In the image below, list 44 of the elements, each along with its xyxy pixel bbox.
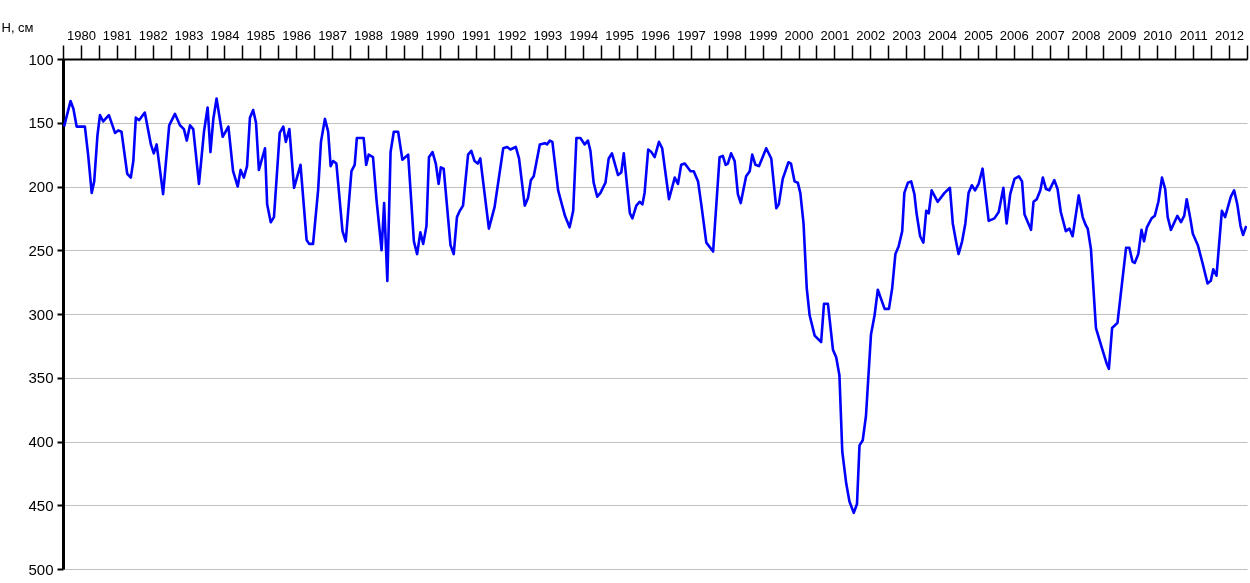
x-tick-label: 2009	[1107, 27, 1137, 43]
x-tick-label: 1983	[174, 27, 204, 43]
x-tick-label: 1982	[138, 27, 168, 43]
x-tick-label: 2011	[1179, 27, 1208, 43]
x-tick-label: 2000	[784, 27, 814, 43]
x-tick-label: 1997	[676, 27, 706, 43]
x-tick-label: 2012	[1215, 27, 1245, 43]
y-tick-label: 300	[28, 305, 54, 323]
y-tick-label: 200	[28, 178, 54, 195]
x-tick-label: 1986	[282, 27, 312, 43]
x-tick-label: 1984	[210, 27, 240, 43]
y-tick-label: 100	[28, 50, 54, 68]
x-tick-label: 1995	[605, 27, 635, 43]
x-tick-label: 2004	[928, 27, 957, 43]
x-tick-label: 2001	[820, 27, 850, 43]
x-tick-label: 1987	[318, 27, 348, 43]
x-tick-label: 1990	[425, 27, 455, 43]
x-tick-label: 1980	[66, 27, 96, 43]
y-axis-title: Н, см	[1, 19, 34, 35]
y-tick-label: 450	[28, 496, 54, 514]
x-tick-label: 1999	[748, 27, 778, 43]
x-tick-label: 1992	[497, 27, 527, 43]
x-tick-label: 2010	[1143, 27, 1173, 43]
x-tick-label: 2003	[892, 27, 922, 43]
x-tick-label: 2007	[1035, 27, 1065, 43]
x-tick-label: 1996	[641, 27, 670, 43]
x-tick-label: 1991	[461, 27, 491, 43]
x-tick-label: 1998	[712, 27, 742, 43]
x-tick-label: 2005	[963, 27, 993, 43]
x-tick-label: 1985	[246, 27, 276, 43]
x-tick-label: 1993	[533, 27, 563, 43]
line-series	[63, 97, 1247, 515]
x-tick-label: 2008	[1071, 27, 1101, 43]
x-tick-label: 1988	[354, 27, 383, 43]
y-tick-label: 500	[28, 560, 54, 578]
x-tick-label: 1989	[389, 27, 419, 43]
x-tick-label: 1994	[569, 27, 599, 43]
y-tick-label: 400	[28, 433, 54, 450]
y-tick-label: 150	[28, 114, 54, 132]
x-tick-label: 2006	[999, 27, 1029, 43]
x-tick-label: 1981	[102, 27, 132, 43]
y-tick-label: 350	[28, 369, 54, 387]
x-tick-label: 2002	[856, 27, 886, 43]
y-tick-label: 250	[28, 241, 54, 259]
